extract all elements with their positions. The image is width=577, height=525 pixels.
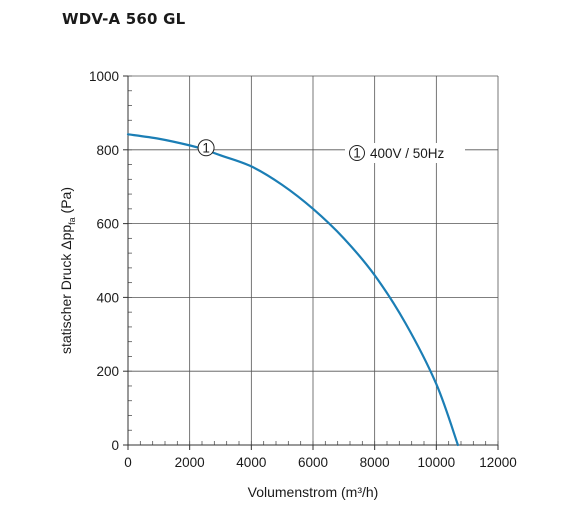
legend-background bbox=[345, 143, 465, 163]
axes bbox=[123, 75, 499, 450]
x-tick-label: 2000 bbox=[175, 455, 205, 470]
series bbox=[126, 133, 460, 447]
curve-marker-circle bbox=[197, 139, 215, 157]
x-tick-label: 12000 bbox=[479, 455, 517, 470]
y-tick-label: 800 bbox=[96, 143, 119, 158]
x-axis-label: Volumenstrom (m³/h) bbox=[248, 484, 379, 500]
chart-title: WDV-A 560 GL bbox=[62, 10, 186, 28]
y-tick-label: 200 bbox=[96, 364, 119, 379]
y-axis-label: statischer Druck Δppfa (Pa) bbox=[58, 187, 77, 354]
x-tick-label: 4000 bbox=[236, 455, 266, 470]
legend-label: 400V / 50Hz bbox=[370, 146, 445, 161]
legend-marker-circle bbox=[349, 145, 365, 161]
grid bbox=[128, 75, 499, 445]
legend-marker-label: 1 bbox=[353, 146, 361, 161]
series-line-0 bbox=[126, 133, 460, 447]
x-tick-label: 10000 bbox=[418, 455, 456, 470]
x-tick-label: 8000 bbox=[360, 455, 390, 470]
y-tick-label: 400 bbox=[96, 290, 119, 305]
y-tick-labels: 0 200 400 600 800 1000 bbox=[89, 69, 119, 453]
y-tick-label: 0 bbox=[111, 438, 119, 453]
x-tick-labels: 0 2000 4000 6000 8000 10000 12000 bbox=[124, 455, 517, 470]
curve-marker-label: 1 bbox=[202, 140, 210, 155]
y-tick-label: 600 bbox=[96, 217, 119, 232]
annotations: 1 1 400V / 50Hz bbox=[197, 139, 465, 163]
y-tick-label: 1000 bbox=[89, 69, 119, 84]
x-tick-label: 0 bbox=[124, 455, 132, 470]
x-tick-label: 6000 bbox=[298, 455, 328, 470]
